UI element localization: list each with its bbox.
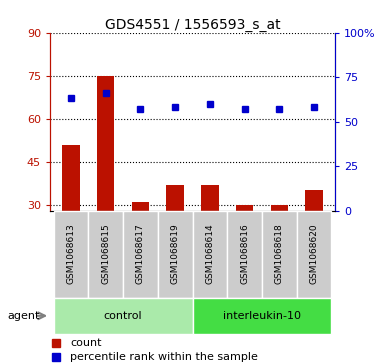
Bar xyxy=(88,211,123,298)
Bar xyxy=(201,185,219,211)
Text: agent: agent xyxy=(8,311,40,321)
Bar xyxy=(158,211,192,298)
Bar xyxy=(192,298,331,334)
Text: interleukin-10: interleukin-10 xyxy=(223,311,301,321)
Bar xyxy=(305,191,323,211)
Text: control: control xyxy=(104,311,142,321)
Text: GSM1068618: GSM1068618 xyxy=(275,224,284,285)
Text: GSM1068619: GSM1068619 xyxy=(171,224,180,285)
Title: GDS4551 / 1556593_s_at: GDS4551 / 1556593_s_at xyxy=(105,18,280,32)
Text: GSM1068620: GSM1068620 xyxy=(310,224,319,285)
Bar xyxy=(166,185,184,211)
Text: percentile rank within the sample: percentile rank within the sample xyxy=(70,352,258,362)
Bar xyxy=(271,205,288,211)
Text: GSM1068613: GSM1068613 xyxy=(66,224,75,285)
Text: GSM1068616: GSM1068616 xyxy=(240,224,249,285)
Bar xyxy=(62,144,80,211)
Bar xyxy=(54,211,88,298)
Bar xyxy=(132,202,149,211)
Bar xyxy=(192,211,227,298)
Bar xyxy=(262,211,297,298)
Bar xyxy=(54,298,192,334)
Bar xyxy=(236,205,253,211)
Text: GSM1068614: GSM1068614 xyxy=(205,224,214,285)
Bar xyxy=(297,211,331,298)
Text: GSM1068617: GSM1068617 xyxy=(136,224,145,285)
Bar xyxy=(227,211,262,298)
Text: count: count xyxy=(70,338,102,348)
Text: GSM1068615: GSM1068615 xyxy=(101,224,110,285)
Bar xyxy=(97,76,114,211)
Bar xyxy=(123,211,158,298)
